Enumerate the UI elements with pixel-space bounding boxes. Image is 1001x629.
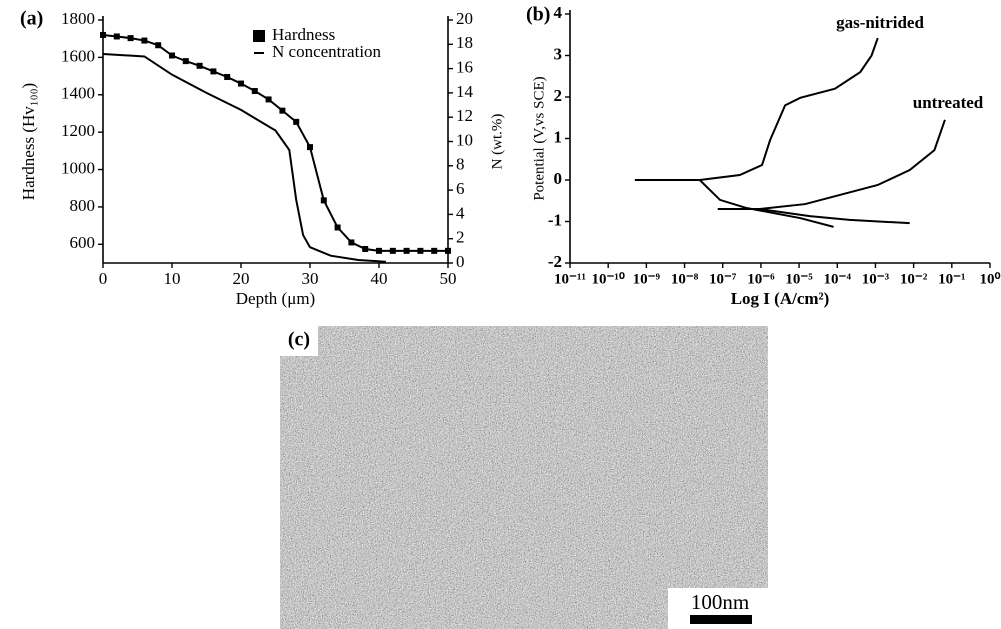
data-point — [196, 62, 203, 69]
data-point — [389, 247, 396, 254]
y2-tick-label: 16 — [456, 58, 473, 77]
series-annotation: gas-nitrided — [836, 13, 924, 32]
y-tick-label: 0 — [554, 169, 563, 188]
x-tick-label: 30 — [302, 269, 319, 288]
panel-label: (c) — [288, 329, 310, 351]
data-point — [169, 52, 175, 59]
legend-label: Hardness — [272, 25, 335, 44]
y-tick-label: 1200 — [61, 121, 95, 140]
x-tick-label: 10 — [164, 269, 181, 288]
y2-tick-label: 20 — [456, 9, 473, 28]
y2-tick-label: 2 — [456, 228, 465, 247]
data-point — [320, 197, 327, 204]
x-tick-label: 0 — [99, 269, 108, 288]
micrograph-texture — [280, 326, 768, 629]
data-point — [307, 144, 313, 151]
series-annotation: untreated — [913, 93, 984, 112]
x-axis-label: Log I (A/cm²) — [731, 289, 830, 308]
data-point — [445, 247, 451, 254]
y-tick-label: 4 — [554, 3, 563, 22]
y-tick-label: 1 — [554, 127, 563, 146]
data-point — [182, 58, 189, 65]
y2-tick-label: 18 — [456, 33, 473, 52]
x-tick-label: 10⁻¹ — [938, 271, 965, 287]
y-tick-label: 3 — [554, 44, 563, 63]
x-tick-label: 10⁰ — [979, 271, 1000, 287]
legend-marker — [253, 30, 265, 42]
x-tick-label: 40 — [371, 269, 388, 288]
data-point — [403, 247, 410, 254]
data-point — [224, 74, 231, 81]
y-tick-label: 600 — [70, 233, 96, 252]
scale-bar — [690, 615, 752, 624]
x-tick-label: 10⁻⁸ — [671, 271, 699, 287]
y-tick-label: 2 — [554, 86, 563, 105]
y2-tick-label: 10 — [456, 130, 473, 149]
x-tick-label: 10⁻⁷ — [709, 271, 737, 287]
x-tick-label: 50 — [440, 269, 457, 288]
x-tick-label: 10⁻¹⁰ — [591, 271, 624, 287]
data-point — [238, 80, 244, 87]
x-axis-label: Depth (μm) — [236, 289, 315, 308]
x-tick-label: 10⁻² — [900, 271, 928, 287]
y-tick-label: -1 — [548, 210, 562, 229]
x-tick-label: 10⁻⁴ — [824, 271, 852, 287]
data-point — [376, 247, 382, 254]
series-line — [717, 119, 946, 225]
series-line — [102, 33, 448, 252]
data-point — [113, 33, 120, 40]
y-axis-label: Potential (V,vs SCE) — [531, 76, 547, 200]
x-tick-label: 20 — [233, 269, 250, 288]
y-tick-label: 1400 — [61, 84, 95, 103]
y-tick-label: 800 — [70, 196, 96, 215]
y2-axis-label: N (wt.%) — [489, 114, 505, 170]
x-tick-label: 10⁻⁶ — [747, 271, 775, 287]
scale-bar-label: 100nm — [691, 590, 749, 614]
y2-tick-label: 12 — [456, 106, 473, 125]
x-tick-label: 10⁻¹¹ — [554, 271, 586, 287]
data-point — [127, 35, 134, 42]
panel-label: (a) — [20, 8, 43, 30]
y-tick-label: -2 — [548, 252, 562, 271]
y2-tick-label: 4 — [456, 203, 465, 222]
y2-tick-label: 6 — [456, 179, 465, 198]
panel-label: (b) — [526, 4, 550, 26]
data-point — [265, 96, 272, 103]
legend-label: N concentration — [272, 42, 382, 61]
y-tick-label: 1800 — [61, 9, 95, 28]
data-point — [362, 245, 369, 252]
series-line — [634, 37, 879, 228]
series-line — [102, 53, 386, 263]
x-tick-label: 10⁻⁵ — [785, 271, 813, 287]
y2-tick-label: 8 — [456, 155, 465, 174]
x-tick-label: 10⁻⁹ — [633, 271, 661, 287]
data-point — [348, 239, 355, 246]
data-point — [100, 31, 106, 38]
data-point — [155, 42, 162, 49]
data-point — [334, 224, 341, 231]
data-point — [417, 247, 424, 254]
y2-tick-label: 0 — [456, 252, 465, 271]
label-box — [280, 326, 318, 356]
data-point — [279, 107, 286, 114]
data-point — [210, 68, 217, 75]
data-point — [251, 88, 258, 95]
y-axis-label: Hardness (Hv₁₀₀) — [19, 83, 38, 200]
data-point — [293, 118, 300, 125]
x-tick-label: 10⁻³ — [862, 271, 890, 287]
y2-tick-label: 14 — [456, 82, 474, 101]
y-tick-label: 1600 — [61, 46, 95, 65]
y-tick-label: 1000 — [61, 158, 95, 177]
micrograph-panel: (c) 100nm — [280, 326, 768, 629]
data-point — [431, 247, 438, 254]
data-point — [141, 37, 148, 44]
